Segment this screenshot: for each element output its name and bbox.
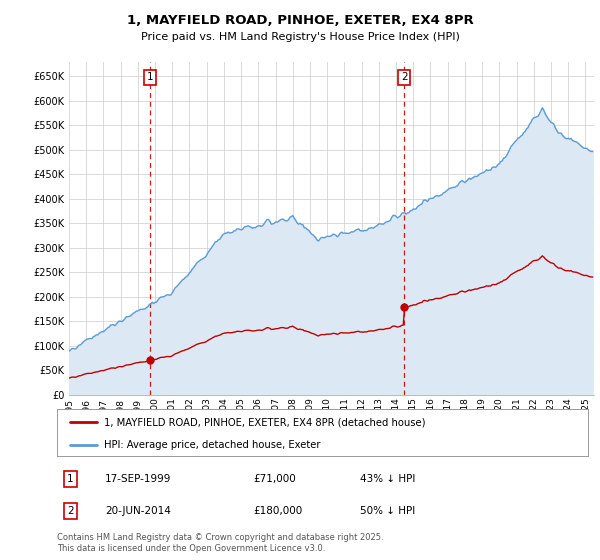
Text: 20-JUN-2014: 20-JUN-2014 — [105, 506, 170, 516]
Text: 1, MAYFIELD ROAD, PINHOE, EXETER, EX4 8PR: 1, MAYFIELD ROAD, PINHOE, EXETER, EX4 8P… — [127, 14, 473, 27]
Text: 2: 2 — [401, 72, 407, 82]
Text: 50% ↓ HPI: 50% ↓ HPI — [359, 506, 415, 516]
Text: 43% ↓ HPI: 43% ↓ HPI — [359, 474, 415, 484]
Text: £71,000: £71,000 — [253, 474, 296, 484]
Text: 17-SEP-1999: 17-SEP-1999 — [105, 474, 171, 484]
Text: 1, MAYFIELD ROAD, PINHOE, EXETER, EX4 8PR (detached house): 1, MAYFIELD ROAD, PINHOE, EXETER, EX4 8P… — [104, 417, 425, 427]
Text: 2: 2 — [67, 506, 74, 516]
Text: £180,000: £180,000 — [253, 506, 303, 516]
Text: 1: 1 — [67, 474, 74, 484]
Text: Price paid vs. HM Land Registry's House Price Index (HPI): Price paid vs. HM Land Registry's House … — [140, 32, 460, 43]
Text: Contains HM Land Registry data © Crown copyright and database right 2025.
This d: Contains HM Land Registry data © Crown c… — [57, 533, 383, 553]
Text: HPI: Average price, detached house, Exeter: HPI: Average price, detached house, Exet… — [104, 440, 320, 450]
Text: 1: 1 — [147, 72, 154, 82]
